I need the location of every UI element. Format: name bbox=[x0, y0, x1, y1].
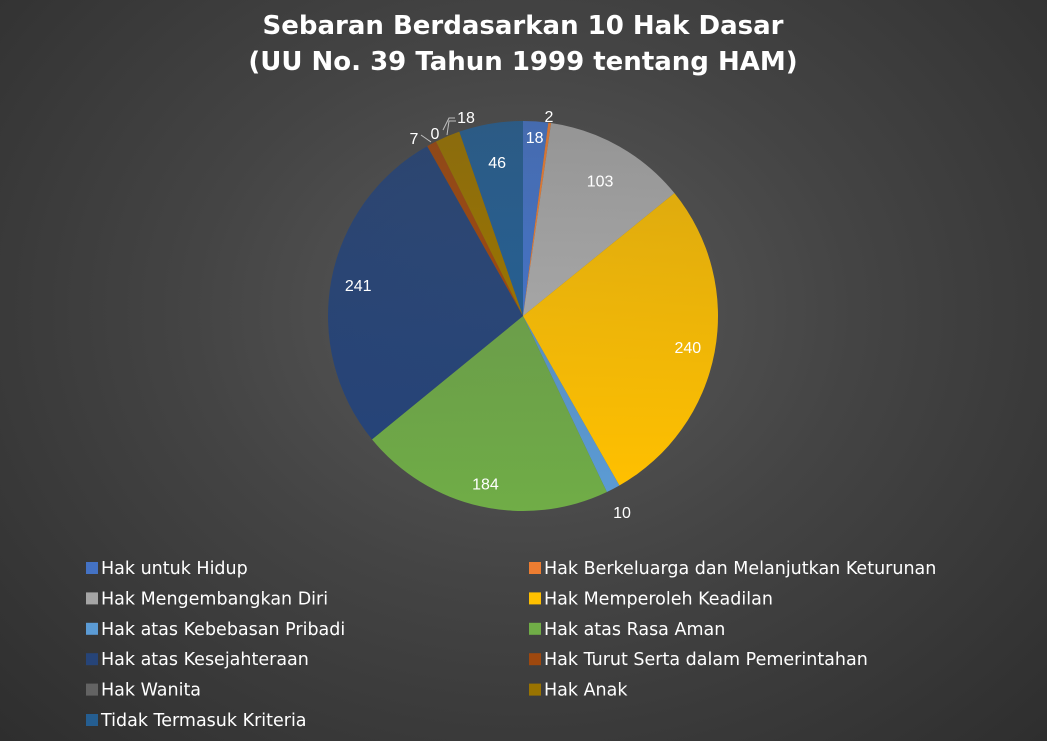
chart-title-line-1: Sebaran Berdasarkan 10 Hak Dasar bbox=[263, 11, 784, 41]
data-label-hak-anak: 18 bbox=[457, 110, 475, 127]
legend-label-hak-atas-kesejahteraan: Hak atas Kesejahteraan bbox=[101, 650, 309, 670]
data-label-hak-berkeluarga-dan-melanjutkan-keturunan: 2 bbox=[545, 109, 554, 126]
legend-label-hak-anak: Hak Anak bbox=[544, 681, 628, 701]
leader-line-hak-anak bbox=[446, 120, 456, 136]
label-leader-lines bbox=[420, 117, 456, 143]
pie-slice-tidak-termasuk-kriteria bbox=[459, 121, 523, 316]
pie-slices bbox=[327, 121, 718, 511]
legend-label-hak-turut-serta-dalam-pemerintahan: Hak Turut Serta dalam Pemerintahan bbox=[544, 650, 868, 670]
data-label-hak-memperoleh-keadilan: 240 bbox=[674, 340, 701, 357]
legend-swatch-hak-memperoleh-keadilan bbox=[529, 592, 541, 605]
pie-slice-hak-memperoleh-keadilan bbox=[523, 193, 718, 486]
leader-line-hak-turut-serta-dalam-pemerintahan bbox=[420, 134, 432, 143]
data-label-hak-wanita: 0 bbox=[431, 126, 440, 143]
legend-swatch-hak-anak bbox=[529, 683, 541, 696]
pie-slice-hak-atas-kebebasan-pribadi bbox=[523, 316, 620, 493]
legend-swatch-hak-atas-kebebasan-pribadi bbox=[86, 622, 98, 635]
data-label-tidak-termasuk-kriteria: 46 bbox=[488, 155, 506, 172]
legend-label-hak-atas-kebebasan-pribadi: Hak atas Kebebasan Pribadi bbox=[101, 620, 345, 640]
data-label-hak-atas-rasa-aman: 184 bbox=[472, 476, 499, 493]
data-label-hak-turut-serta-dalam-pemerintahan: 7 bbox=[410, 131, 419, 148]
pie-slice-hak-atas-kesejahteraan bbox=[327, 146, 523, 440]
data-label-hak-atas-kebebasan-pribadi: 10 bbox=[613, 505, 631, 522]
pie-slice-hak-anak bbox=[435, 131, 523, 316]
leader-line-hak-wanita bbox=[442, 117, 455, 131]
legend: Hak untuk Hidup Hak Berkeluarga dan Melan… bbox=[86, 559, 936, 731]
chart-title-line-2: (UU No. 39 Tahun 1999 tentang HAM) bbox=[248, 47, 797, 77]
legend-swatch-hak-turut-serta-dalam-pemerintahan bbox=[529, 653, 541, 666]
legend-swatch-hak-atas-rasa-aman bbox=[529, 622, 541, 635]
pie-slice-hak-untuk-hidup bbox=[523, 121, 549, 316]
legend-swatch-hak-berkeluarga-dan-melanjutkan-keturunan bbox=[529, 562, 541, 574]
pie-slice-hak-atas-rasa-aman bbox=[371, 316, 607, 511]
legend-label-hak-memperoleh-keadilan: Hak Memperoleh Keadilan bbox=[544, 589, 773, 609]
legend-label-hak-mengembangkan-diri: Hak Mengembangkan Diri bbox=[101, 589, 328, 609]
legend-swatch-hak-atas-kesejahteraan bbox=[86, 653, 98, 666]
legend-swatch-tidak-termasuk-kriteria bbox=[86, 714, 98, 726]
pie-slice-hak-berkeluarga-dan-melanjutkan-keturunan bbox=[523, 122, 552, 316]
legend-swatch-hak-mengembangkan-diri bbox=[86, 592, 98, 605]
data-label-hak-mengembangkan-diri: 103 bbox=[587, 173, 614, 190]
legend-swatch-hak-untuk-hidup bbox=[86, 562, 98, 574]
pie-slice-hak-mengembangkan-diri bbox=[523, 123, 675, 316]
data-label-hak-untuk-hidup: 18 bbox=[526, 130, 544, 147]
legend-label-tidak-termasuk-kriteria: Tidak Termasuk Kriteria bbox=[100, 711, 307, 731]
legend-label-hak-wanita: Hak Wanita bbox=[101, 681, 201, 701]
legend-swatch-hak-wanita bbox=[86, 683, 98, 696]
legend-label-hak-untuk-hidup: Hak untuk Hidup bbox=[101, 559, 248, 579]
data-label-hak-atas-kesejahteraan: 241 bbox=[345, 278, 372, 295]
pie-slice-hak-turut-serta-dalam-pemerintahan bbox=[427, 141, 523, 316]
legend-label-hak-berkeluarga-dan-melanjutkan-keturunan: Hak Berkeluarga dan Melanjutkan Keturuna… bbox=[544, 559, 936, 579]
legend-label-hak-atas-rasa-aman: Hak atas Rasa Aman bbox=[544, 620, 725, 640]
